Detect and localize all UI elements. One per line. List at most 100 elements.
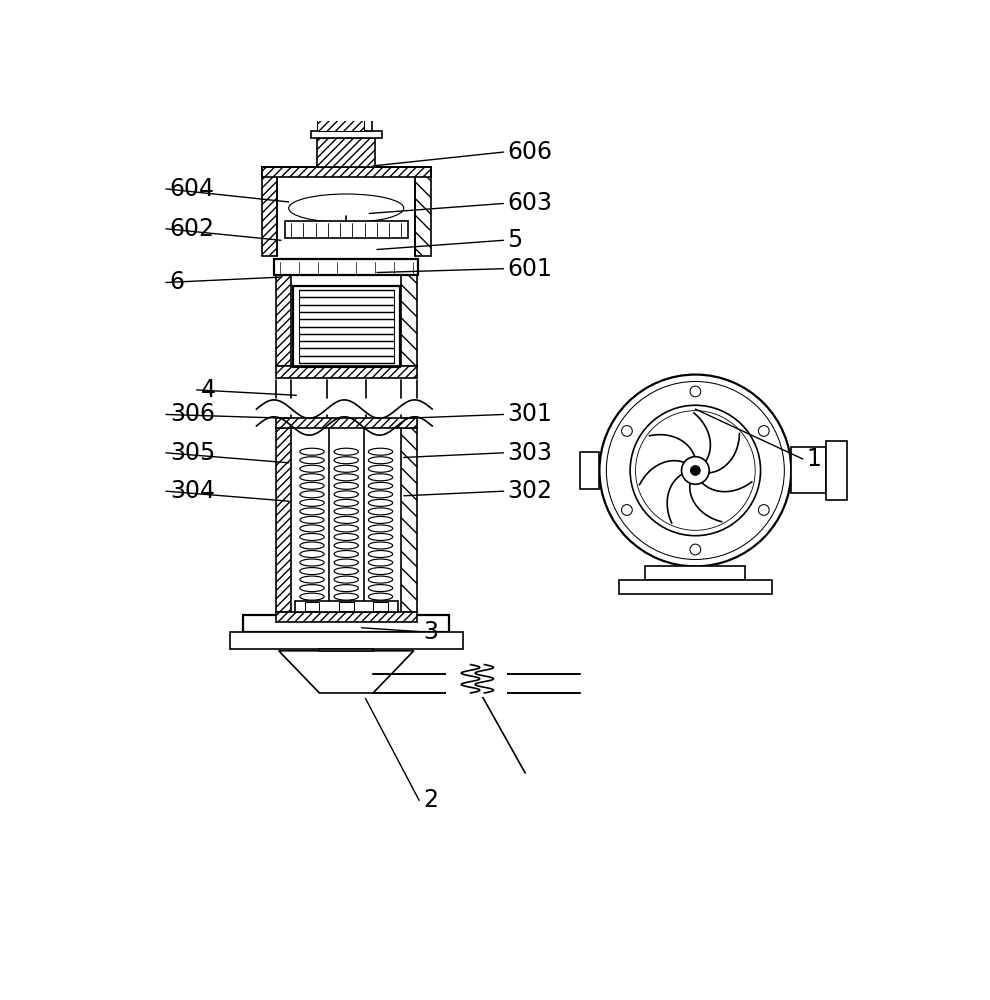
Ellipse shape (334, 448, 358, 455)
Ellipse shape (334, 474, 358, 481)
Ellipse shape (334, 568, 358, 575)
Bar (619, 580, 772, 594)
Ellipse shape (300, 465, 324, 472)
Bar (291, 428, 402, 612)
Ellipse shape (368, 465, 393, 472)
Circle shape (758, 505, 769, 515)
Ellipse shape (334, 551, 358, 558)
Ellipse shape (323, 203, 369, 214)
Ellipse shape (368, 593, 393, 600)
Ellipse shape (334, 516, 358, 523)
Bar (320, 649, 373, 651)
Ellipse shape (334, 542, 358, 549)
Text: 6: 6 (170, 270, 185, 294)
Ellipse shape (300, 568, 324, 575)
Bar (291, 271, 402, 378)
Bar (230, 632, 463, 649)
Bar (244, 615, 449, 632)
Ellipse shape (300, 576, 324, 583)
Ellipse shape (334, 499, 358, 506)
Text: 4: 4 (200, 378, 216, 402)
Ellipse shape (368, 533, 393, 540)
Bar (339, 602, 353, 611)
Ellipse shape (368, 585, 393, 592)
Bar (826, 441, 847, 500)
Bar (275, 612, 417, 622)
Ellipse shape (300, 525, 324, 532)
Ellipse shape (334, 525, 358, 532)
Ellipse shape (368, 568, 393, 575)
Bar (446, 670, 507, 697)
Text: 601: 601 (507, 257, 552, 281)
Ellipse shape (335, 205, 357, 211)
Text: 305: 305 (170, 441, 215, 465)
Ellipse shape (368, 474, 393, 481)
Bar (261, 167, 431, 177)
Bar (293, 286, 400, 367)
Bar (274, 259, 419, 275)
Ellipse shape (368, 448, 393, 455)
Circle shape (681, 457, 709, 484)
Ellipse shape (368, 516, 393, 523)
Ellipse shape (334, 457, 358, 464)
Ellipse shape (300, 585, 324, 592)
Ellipse shape (368, 551, 393, 558)
Text: 604: 604 (170, 177, 215, 201)
Ellipse shape (368, 542, 393, 549)
Ellipse shape (300, 482, 324, 489)
Text: 2: 2 (423, 788, 438, 812)
Ellipse shape (300, 448, 324, 455)
Text: 301: 301 (507, 402, 552, 426)
Bar (275, 418, 417, 428)
Bar (645, 566, 745, 580)
Ellipse shape (300, 508, 324, 515)
Ellipse shape (368, 499, 393, 506)
Ellipse shape (289, 194, 404, 222)
Ellipse shape (334, 576, 358, 583)
Ellipse shape (300, 457, 324, 464)
Bar (416, 167, 431, 256)
Ellipse shape (334, 491, 358, 498)
Bar (277, 167, 416, 256)
Bar (285, 221, 408, 238)
Text: 303: 303 (507, 441, 552, 465)
Ellipse shape (334, 482, 358, 489)
Circle shape (622, 426, 633, 436)
Text: 603: 603 (507, 191, 552, 215)
Bar (402, 428, 417, 612)
Ellipse shape (368, 491, 393, 498)
Bar (261, 167, 277, 256)
Bar (791, 447, 826, 493)
Ellipse shape (368, 559, 393, 566)
Bar (580, 452, 599, 489)
Bar (317, 138, 375, 167)
Text: 5: 5 (507, 228, 523, 252)
Bar (311, 131, 381, 138)
Text: 3: 3 (423, 620, 438, 644)
Ellipse shape (368, 482, 393, 489)
Text: 606: 606 (507, 140, 552, 164)
Ellipse shape (334, 593, 358, 600)
Text: 602: 602 (170, 217, 215, 241)
Polygon shape (279, 651, 414, 693)
Bar (320, 114, 372, 131)
Ellipse shape (300, 559, 324, 566)
Ellipse shape (300, 491, 324, 498)
Ellipse shape (300, 533, 324, 540)
Ellipse shape (300, 474, 324, 481)
Bar (295, 601, 398, 612)
Circle shape (630, 405, 760, 536)
Ellipse shape (312, 200, 381, 217)
Ellipse shape (300, 551, 324, 558)
Bar (275, 366, 417, 378)
Bar (317, 114, 363, 131)
Circle shape (690, 466, 700, 475)
Ellipse shape (368, 525, 393, 532)
Bar (275, 428, 291, 612)
Ellipse shape (300, 593, 324, 600)
Ellipse shape (300, 542, 324, 549)
Ellipse shape (334, 533, 358, 540)
Circle shape (690, 386, 701, 397)
Circle shape (690, 544, 701, 555)
Text: 1: 1 (807, 447, 822, 471)
